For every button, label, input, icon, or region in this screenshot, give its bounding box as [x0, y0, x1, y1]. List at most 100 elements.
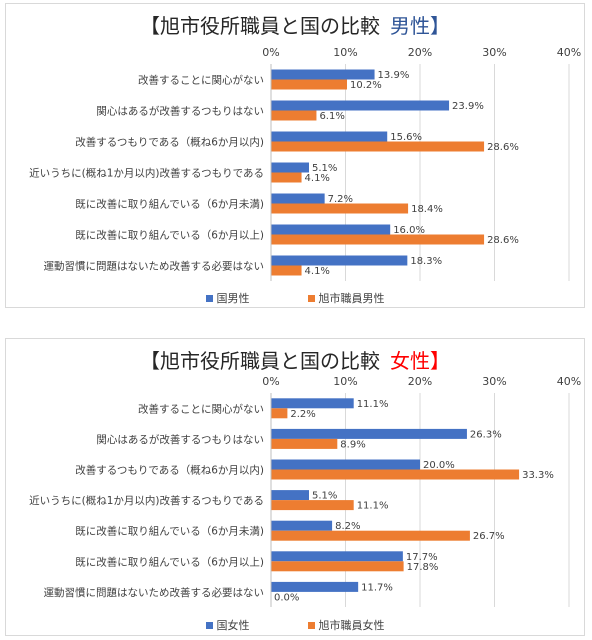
chart-title-prefix: 【旭市役所職員と国の比較 [140, 349, 380, 373]
x-tick-label: 20% [408, 46, 432, 59]
category-label: 既に改善に取り組んでいる（6か月未満) [75, 198, 264, 211]
bar-national [271, 131, 388, 142]
data-label: 33.3% [522, 470, 554, 481]
data-label: 10.2% [350, 80, 382, 91]
data-label: 28.6% [487, 235, 519, 246]
data-label: 5.1% [312, 491, 337, 502]
bar-national [271, 581, 359, 592]
data-label: 8.9% [340, 439, 365, 450]
legend-label: 国女性 [216, 619, 250, 632]
bar-national [271, 551, 403, 562]
data-label: 13.9% [378, 70, 410, 81]
data-label: 26.3% [470, 429, 502, 440]
bar-asahi-staff [271, 265, 302, 276]
x-tick-label: 10% [333, 375, 357, 388]
bar-national [271, 428, 467, 439]
x-tick-label: 40% [557, 375, 581, 388]
bar-national [271, 490, 309, 501]
category-label: 既に改善に取り組んでいる（6か月以上) [75, 555, 264, 568]
bar-national [271, 459, 420, 470]
category-label: 近いうちに(概ね1か月以内)改善するつもりである [29, 494, 264, 507]
data-label: 18.4% [411, 204, 443, 215]
bar-national [271, 162, 309, 173]
chart-title-prefix: 【旭市役所職員と国の比較 [140, 14, 380, 38]
legend-label: 旭市職員女性 [318, 619, 385, 632]
bar-asahi-staff [271, 438, 338, 449]
bar-chart-female: 0% 10% 20% 30% 40% 改善することに関心がない 11.1% 2.2% 関心はある… [29, 375, 581, 607]
legend-item-series-1: 旭市職員男性 [307, 290, 385, 306]
bar-national [271, 193, 325, 204]
bar-asahi-staff [271, 79, 347, 90]
chart-title: 【旭市役所職員と国の比較 女性】 [6, 345, 584, 374]
category-label: 既に改善に取り組んでいる（6か月以上) [75, 229, 264, 242]
data-label: 4.1% [305, 173, 330, 184]
bar-asahi-staff [271, 110, 317, 121]
chart-legend: 国女性 旭市職員女性 [6, 617, 584, 633]
data-label: 20.0% [423, 460, 455, 471]
x-tick-label: 10% [333, 46, 357, 59]
chart-title: 【旭市役所職員と国の比較 男性】 [6, 10, 584, 39]
data-label: 23.9% [452, 101, 484, 112]
bar-asahi-staff [271, 469, 520, 480]
data-label: 5.1% [312, 163, 337, 174]
bar-asahi-staff [271, 561, 404, 572]
bar-national [271, 224, 391, 235]
data-label: 26.7% [473, 531, 505, 542]
x-tick-label: 0% [262, 375, 279, 388]
bar-asahi-staff [271, 408, 288, 419]
bar-chart-male: 0% 10% 20% 30% 40% 改善することに関心がない 13.9%10.2% 関心はあ… [29, 46, 581, 281]
data-label: 18.3% [410, 256, 442, 267]
bar-national [271, 255, 408, 266]
category-label: 運動習慣に問題はないため改善する必要はない [44, 260, 265, 273]
legend-item-series-1: 旭市職員女性 [307, 617, 385, 633]
category-label: 運動習慣に問題はないため改善する必要はない [44, 586, 265, 599]
category-label: 改善することに関心がない [138, 74, 264, 87]
x-tick-label: 30% [482, 375, 506, 388]
x-tick-label: 0% [262, 46, 279, 59]
bar-national [271, 69, 375, 80]
legend-swatch [307, 294, 315, 302]
data-label: 0.0% [274, 592, 299, 603]
bar-asahi-staff [271, 234, 485, 245]
data-label: 8.2% [335, 521, 360, 532]
category-label: 関心はあるが改善するつもりはない [96, 105, 264, 118]
data-label: 15.6% [390, 132, 422, 143]
x-tick-label: 20% [408, 375, 432, 388]
category-label: 改善することに関心がない [138, 402, 264, 415]
data-label: 17.7% [406, 552, 438, 563]
legend-swatch [205, 621, 213, 629]
legend-label: 旭市職員男性 [318, 292, 385, 305]
data-label: 2.2% [290, 409, 315, 420]
category-label: 関心はあるが改善するつもりはない [96, 433, 264, 446]
legend-label: 国男性 [216, 292, 250, 305]
data-label: 11.1% [357, 501, 389, 512]
chart-panel-female: 【旭市役所職員と国の比較 女性】 0% 10% 20% 30% 40% 改善することに関心が… [5, 338, 585, 636]
legend-item-series-0: 国女性 [205, 617, 250, 633]
chart-title-highlight: 女性】 [390, 349, 450, 373]
bar-asahi-staff [271, 141, 485, 152]
bar-asahi-staff [271, 500, 354, 511]
chart-title-highlight: 男性】 [390, 14, 450, 38]
data-label: 4.1% [305, 266, 330, 277]
data-label: 11.7% [361, 582, 393, 593]
data-label: 6.1% [319, 111, 344, 122]
bar-national [271, 100, 450, 111]
bar-asahi-staff [271, 172, 302, 183]
bar-asahi-staff [271, 203, 409, 214]
category-label: 近いうちに(概ね1か月以内)改善するつもりである [29, 167, 264, 180]
bar-national [271, 520, 333, 531]
data-label: 28.6% [487, 142, 519, 153]
bar-asahi-staff [271, 530, 470, 541]
legend-swatch [307, 621, 315, 629]
data-label: 7.2% [328, 194, 353, 205]
chart-panel-male: 【旭市役所職員と国の比較 男性】 0% 10% 20% 30% 40% 改善することに関心が… [5, 3, 585, 308]
data-label: 16.0% [393, 225, 425, 236]
data-label: 11.1% [357, 399, 389, 410]
bar-national [271, 398, 354, 409]
category-label: 改善するつもりである（概ね6か月以内) [75, 136, 264, 149]
category-label: 既に改善に取り組んでいる（6か月未満) [75, 525, 264, 538]
legend-item-series-0: 国男性 [205, 290, 250, 306]
data-label: 17.8% [407, 562, 439, 573]
x-tick-label: 40% [557, 46, 581, 59]
legend-swatch [205, 294, 213, 302]
